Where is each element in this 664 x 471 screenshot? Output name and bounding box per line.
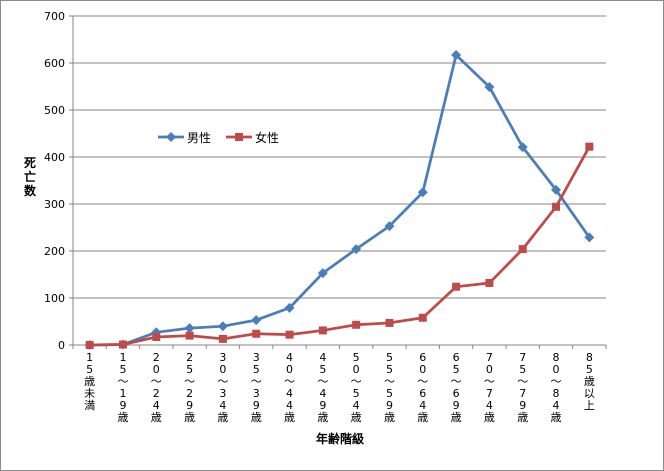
data-point <box>385 318 394 327</box>
data-point <box>217 321 228 332</box>
x-category-label: 7 0 〜 7 4 歳 <box>484 351 495 424</box>
y-tick-label: 0 <box>58 339 65 352</box>
data-point <box>485 278 494 287</box>
data-point <box>252 329 261 338</box>
data-point <box>317 268 328 279</box>
y-axis-title: 死亡数 <box>24 156 37 198</box>
x-category-label: 4 0 〜 4 4 歳 <box>284 351 295 424</box>
x-category-label: 4 5 〜 4 9 歳 <box>317 351 328 424</box>
data-point <box>417 187 428 198</box>
y-tick-label: 700 <box>44 10 65 23</box>
x-category-label: 8 5 歳以上 <box>584 351 595 412</box>
data-point <box>418 313 427 322</box>
y-tick-label: 300 <box>44 198 65 211</box>
data-point <box>517 142 528 153</box>
y-tick-label: 200 <box>44 245 65 258</box>
data-point <box>552 202 561 211</box>
legend-swatch-marker <box>166 132 176 142</box>
gridlines <box>73 15 606 299</box>
legend-label: 女性 <box>255 130 279 145</box>
y-tick-label: 100 <box>44 292 65 305</box>
legend-swatch-marker <box>235 133 243 141</box>
y-tick-label: 400 <box>44 151 65 164</box>
x-category-label: 8 0 〜 8 4 歳 <box>551 351 562 424</box>
data-point <box>218 334 227 343</box>
data-point <box>152 333 161 342</box>
data-point <box>351 244 362 255</box>
y-tick-label: 600 <box>44 57 65 70</box>
data-point <box>452 282 461 291</box>
x-category-label: 5 0 〜 5 4 歳 <box>351 351 362 424</box>
x-category-label: 1 5 〜 1 9 歳 <box>117 351 128 424</box>
series-line <box>89 145 591 347</box>
series-lines <box>84 50 595 350</box>
data-point <box>518 245 527 254</box>
data-point <box>285 330 294 339</box>
data-point <box>584 232 595 243</box>
data-point <box>251 315 262 326</box>
data-point <box>551 184 562 195</box>
data-point <box>85 341 94 349</box>
x-category-label: 6 0 〜 6 4 歳 <box>417 351 428 424</box>
data-point <box>451 50 462 61</box>
data-point <box>585 142 594 151</box>
x-category-label: 7 5 〜 7 9 歳 <box>517 351 528 424</box>
data-point <box>484 81 495 92</box>
data-point <box>185 331 194 340</box>
legend: 男性 女性 <box>158 130 279 145</box>
data-point <box>318 326 327 335</box>
x-axis-title: 年齢階級 <box>316 431 364 446</box>
legend-label: 男性 <box>187 131 211 145</box>
x-category-label: 5 5 〜 5 9 歳 <box>384 351 395 424</box>
x-category-label: 2 5 〜 2 9 歳 <box>184 351 195 424</box>
series-line <box>89 53 591 347</box>
data-point <box>284 302 295 313</box>
data-point <box>184 323 195 334</box>
x-category-label: 3 0 〜 3 4 歳 <box>217 351 228 424</box>
x-category-label: 2 0 〜 2 4 歳 <box>151 351 162 424</box>
x-category-label: 1 5 歳未満 <box>84 351 95 412</box>
x-category-label: 3 5 〜 3 9 歳 <box>251 351 262 424</box>
data-point <box>352 320 361 329</box>
axes: 0 100 200 300 400 500 600 700 1 5 歳未満 1 5 〜 1 9 歳 2 0 〜 2 4 歳 2… <box>44 10 607 424</box>
x-category-label: 6 5 〜 6 9 歳 <box>451 351 462 424</box>
data-point <box>384 221 395 232</box>
y-tick-label: 500 <box>44 104 65 117</box>
data-point <box>118 340 127 349</box>
